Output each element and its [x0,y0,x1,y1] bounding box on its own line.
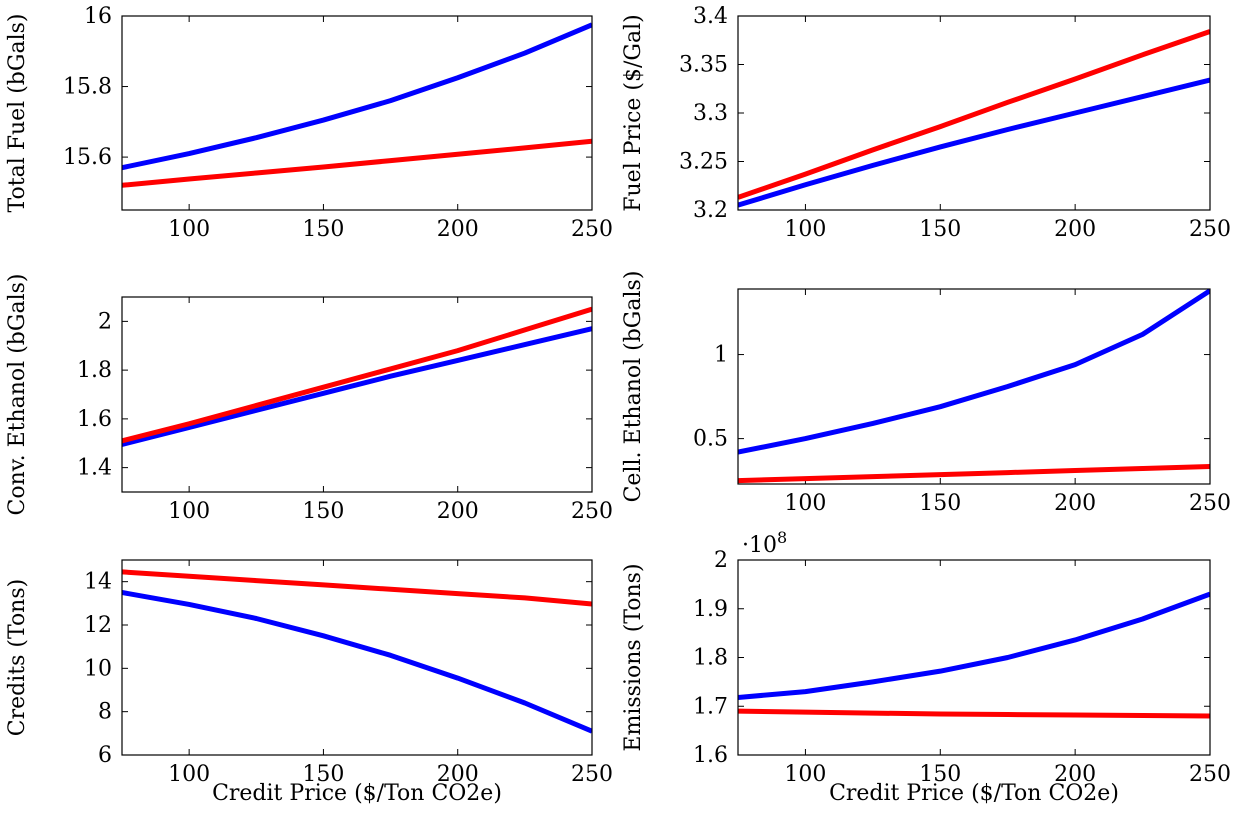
y-axis-label: Credits (Tons) [5,579,30,736]
x-tick-label: 250 [1189,762,1231,787]
x-tick-label: 100 [784,762,826,787]
x-tick-label: 250 [1189,217,1231,242]
chart-panel-1: 100 150 200 250 15.6 15.8 16 Total Fuel (bGals) [5,4,613,242]
series-line-blue [122,326,592,447]
x-axis-label: Credit Price ($/Ton CO2e) [829,781,1119,806]
chart-panel-6: 100 150 200 250 1.6 1.7 1.8 1.9 2 Emissions (Tons… [621,528,1231,806]
x-tick-label: 150 [919,217,961,242]
y-tick-label: 15.6 [63,145,112,170]
y-tick-label: 14 [84,570,112,595]
plot-frame [121,15,593,211]
x-tick-label: 150 [919,762,961,787]
y-scale-factor-label: ·108 [742,528,787,558]
series-line-red [738,29,1210,200]
plot-frame [737,288,1211,485]
y-tick-label: 1.8 [693,646,728,671]
y-tick-label: 16 [84,4,112,29]
x-tick-label: 250 [571,499,613,524]
x-tick-label: 200 [1054,491,1096,516]
series-line-red [122,138,592,188]
y-tick-label: 15.8 [63,75,112,100]
series-line-blue [738,77,1210,208]
y-axis-label: Total Fuel (bGals) [5,14,30,213]
x-tick-label: 100 [168,217,210,242]
x-tick-label: 200 [437,499,479,524]
y-tick-label: 2 [714,548,728,573]
x-tick-label: 200 [1054,217,1096,242]
series-line-red [738,708,1210,719]
y-tick-label: 3.35 [679,53,728,78]
y-tick-label: 6 [98,743,112,768]
plot-frame [121,559,593,756]
plot-frame [737,559,1211,756]
series-line-blue [122,22,592,171]
y-tick-label: 2 [98,309,112,334]
y-tick-label: 1.7 [693,694,728,719]
y-tick-label: 0.5 [693,427,728,452]
y-tick-label: 1.6 [693,743,728,768]
y-tick-label: 3.2 [693,198,728,223]
x-tick-label: 200 [437,217,479,242]
x-tick-label: 100 [784,217,826,242]
y-axis-label: Emissions (Tons) [621,563,646,751]
y-tick-label: 1 [714,343,728,368]
chart-panel-3: 100 150 200 250 1.4 1.6 1.8 2 Conv. Ethanol (bGa… [5,274,613,524]
y-tick-label: 12 [84,613,112,638]
series-line-blue [738,289,1210,455]
series-line-blue [122,590,592,734]
y-tick-label: 10 [84,656,112,681]
series-line-red [122,306,592,444]
x-tick-label: 150 [302,499,344,524]
y-tick-label: 1.8 [77,358,112,383]
chart-panel-2: 100 150 200 250 3.2 3.25 3.3 3.35 3.4 Fuel Price … [621,4,1231,242]
x-tick-label: 100 [168,762,210,787]
x-tick-label: 150 [919,491,961,516]
x-tick-label: 150 [302,762,344,787]
y-axis-label: Conv. Ethanol (bGals) [5,274,30,516]
x-tick-label: 200 [1054,762,1096,787]
x-tick-label: 250 [571,217,613,242]
series-line-blue [738,591,1210,700]
y-tick-label: 1.9 [693,597,728,622]
y-tick-label: 3.25 [679,150,728,175]
plot-frame [737,15,1211,211]
chart-panel-4: 100 150 200 250 0.5 1 Cell. Ethanol (bGals) [621,271,1231,516]
y-tick-label: 1.4 [77,456,112,481]
x-tick-label: 250 [571,762,613,787]
x-tick-label: 200 [437,762,479,787]
x-tick-label: 100 [168,499,210,524]
series-line-red [738,464,1210,484]
x-tick-label: 250 [1189,491,1231,516]
y-tick-label: 1.6 [77,407,112,432]
y-axis-label: Cell. Ethanol (bGals) [621,271,646,503]
x-tick-label: 100 [784,491,826,516]
plot-frame [121,296,593,493]
y-axis-label: Fuel Price ($/Gal) [621,14,646,211]
chart-panel-5: 100 150 200 250 6 8 10 12 14 Credits (Tons) Credit… [5,559,613,806]
x-tick-label: 150 [302,217,344,242]
y-tick-label: 3.4 [693,4,728,29]
y-tick-label: 8 [98,700,112,725]
series-line-red [122,569,592,607]
y-tick-label: 3.3 [693,101,728,126]
x-axis-label: Credit Price ($/Ton CO2e) [212,781,502,806]
